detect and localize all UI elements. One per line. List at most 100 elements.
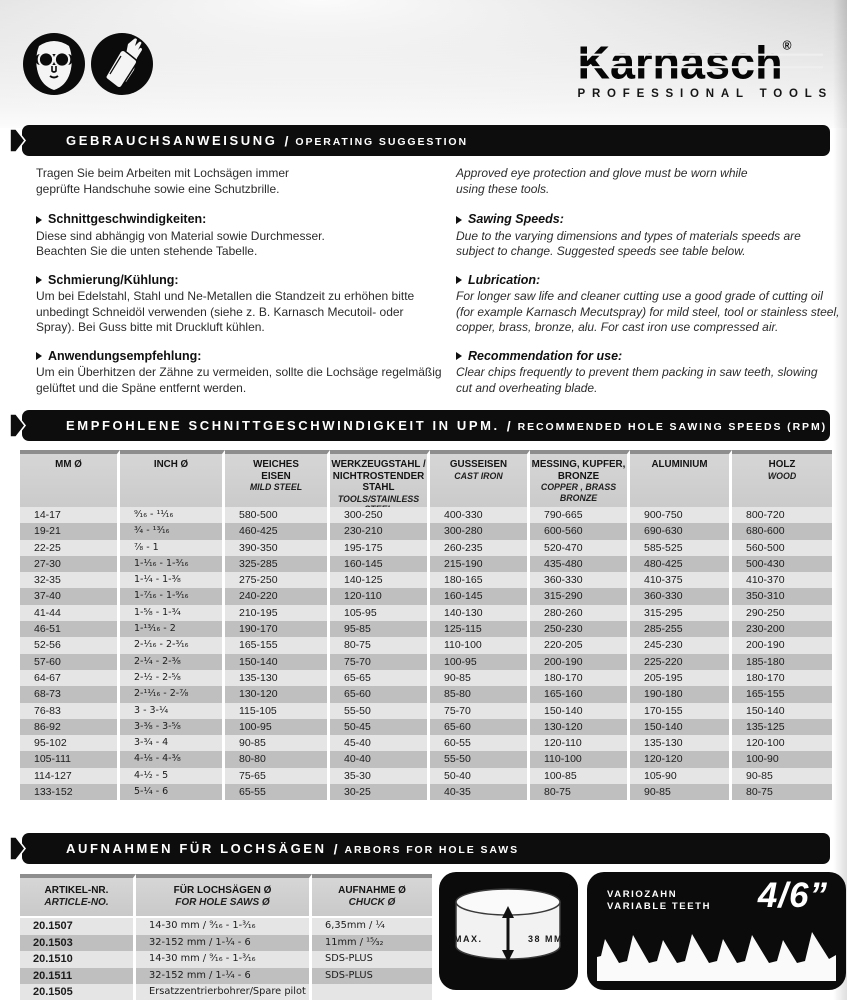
column-header-de: ARTIKEL-NR.	[44, 885, 109, 896]
cell-inch: 2-¹⁄₁₆ - 2-³⁄₁₆	[120, 637, 225, 654]
column-header: ALUMINIUM	[630, 450, 732, 515]
cell-mild-steel: 240-220	[225, 588, 330, 605]
instruction-heading: Schmierung/Kühlung:	[36, 273, 444, 289]
cell-aluminium: 410-375	[630, 572, 732, 589]
column-header-de: ALUMINIUM	[651, 459, 708, 470]
cell-mm: 95-102	[20, 735, 120, 752]
column-header-en: ARTICLE-NO.	[44, 897, 109, 908]
cell-inch: 2-¹⁄₄ - 2-³⁄₈	[120, 653, 225, 670]
cell-mild-steel: 190-170	[225, 621, 330, 638]
table-row: 64-67 2-¹⁄₂ - 2-⁵⁄₈ 135-130 65-65 90-85 …	[20, 669, 832, 687]
cell-mm: 22-25	[20, 539, 120, 556]
cell-tool-steel: 80-75	[330, 637, 430, 654]
cell-inch: 1-⁵⁄₈ - 1-³⁄₄	[120, 604, 225, 622]
table-row: 19-21 ³⁄₄ - ¹³⁄₁₆ 460-425 230-210 300-28…	[20, 523, 832, 540]
cell-mild-steel: 80-80	[225, 751, 330, 768]
cell-mild-steel: 460-425	[225, 523, 330, 540]
cell-inch: 5-¹⁄₄ - 6	[120, 784, 225, 801]
cell-aluminium: 190-180	[630, 686, 732, 703]
column-header-de: WERKZEUGSTAHL / NICHTROSTENDER STAHL	[331, 459, 426, 493]
table-row: 20.1511 32-152 mm / 1-¹⁄₄ - 6 SDS-PLUS	[20, 967, 432, 985]
cell-inch: 3-³⁄₄ - 4	[120, 735, 225, 752]
cell-brass: 80-75	[530, 784, 630, 801]
bullet-triangle-icon	[36, 352, 42, 361]
column-header: ARTIKEL-NR. ARTICLE-NO.	[20, 874, 136, 916]
instruction-block: Recommendation for use: Clear chips freq…	[456, 349, 840, 397]
cell-tool-steel: 160-145	[330, 555, 430, 573]
intro-paragraph: Tragen Sie beim Arbeiten mit Lochsägen i…	[36, 166, 290, 196]
column-header: INCH Ø	[120, 450, 225, 515]
cell-cast-iron: 110-100	[430, 637, 530, 654]
page-edge-shade	[833, 0, 847, 1000]
cell-aluminium: 150-140	[630, 718, 732, 736]
cell-mild-steel: 115-105	[225, 702, 330, 719]
cell-inch: ⁷⁄₈ - 1	[120, 539, 225, 556]
section-title-en: ARBORS FOR HOLE SAWS	[344, 843, 519, 856]
cell-saw-diameter: Ersatzzentrierbohrer/Spare pilot drill	[136, 984, 312, 1000]
cell-aluminium: 585-525	[630, 539, 732, 556]
table-row: 20.1503 32-152 mm / 1-¹⁄₄ - 6 11mm / ¹⁵⁄…	[20, 934, 432, 952]
column-header: MESSING, KUPFER, BRONZE COPPER , BRASS B…	[530, 450, 630, 515]
section-bar-usage: GEBRAUCHSANWEISUNG / OPERATING SUGGESTIO…	[9, 125, 830, 156]
sawtooth-graphic	[597, 932, 836, 981]
cell-article-no: 20.1510	[20, 951, 136, 968]
cell-brass: 130-120	[530, 718, 630, 736]
cell-tool-steel: 230-210	[330, 523, 430, 540]
column-header-en: CAST IRON	[454, 470, 503, 481]
table-row: 105-111 4-¹⁄₈ - 4-³⁄₈ 80-80 40-40 55-50 …	[20, 751, 832, 768]
instruction-body: Diese sind abhängig von Material sowie D…	[36, 228, 325, 259]
cell-mm: 68-73	[20, 686, 120, 703]
cell-chuck-diameter: SDS-PLUS	[312, 951, 432, 968]
logo-slit	[577, 53, 823, 56]
table-row: 20.1505 Ersatzzentrierbohrer/Spare pilot…	[20, 984, 432, 1000]
cell-cast-iron: 65-60	[430, 718, 530, 736]
instruction-body: Due to the varying dimensions and types …	[456, 228, 801, 259]
section-bar-speeds: EMPFOHLENE SCHNITTGESCHWINDIGKEIT IN UPM…	[9, 410, 830, 441]
cell-article-no: 20.1505	[20, 984, 136, 1000]
cell-cast-iron: 180-165	[430, 572, 530, 589]
cell-aluminium: 135-130	[630, 735, 732, 752]
section-title-separator: /	[333, 840, 338, 857]
cell-brass: 150-140	[530, 702, 630, 719]
cell-mm: 52-56	[20, 637, 120, 654]
cell-article-no: 20.1511	[20, 967, 136, 985]
cell-inch: 4-¹⁄₂ - 5	[120, 767, 225, 785]
intro-paragraph: Approved eye protection and glove must b…	[456, 166, 748, 196]
cell-mild-steel: 165-155	[225, 637, 330, 654]
cell-aluminium: 120-120	[630, 751, 732, 768]
cell-mild-steel: 390-350	[225, 539, 330, 556]
cell-brass: 120-110	[530, 735, 630, 752]
cell-cast-iron: 300-280	[430, 523, 530, 540]
cell-aluminium: 205-195	[630, 669, 732, 687]
cell-inch: 1-¹³⁄₁₆ - 2	[120, 621, 225, 638]
cell-inch: 3 - 3-¹⁄₄	[120, 702, 225, 719]
cell-brass: 280-260	[530, 604, 630, 622]
cell-article-no: 20.1507	[20, 918, 136, 935]
cell-cast-iron: 75-70	[430, 702, 530, 719]
section-title-de: AUFNAHMEN FÜR LOCHSÄGEN	[66, 841, 327, 856]
cell-aluminium: 105-90	[630, 767, 732, 785]
variable-teeth-box: VARIOZAHN VARIABLE TEETH 4/6”	[587, 872, 846, 990]
cell-mm: 76-83	[20, 702, 120, 719]
cell-mm: 32-35	[20, 572, 120, 589]
column-header-en: COPPER , BRASS BRONZE	[540, 482, 617, 503]
table-row: 57-60 2-¹⁄₄ - 2-³⁄₈ 150-140 75-70 100-95…	[20, 653, 832, 670]
cell-chuck-diameter: SDS-PLUS	[312, 967, 432, 985]
cell-brass: 220-205	[530, 637, 630, 654]
cell-tool-steel: 300-250	[330, 507, 430, 524]
chevron-right-icon	[9, 413, 27, 443]
cell-wood: 135-125	[732, 718, 832, 736]
cell-inch: 1-¹⁄₄ - 1-³⁄₈	[120, 572, 225, 589]
cell-mm: 114-127	[20, 767, 120, 785]
cell-aluminium: 285-255	[630, 621, 732, 638]
column-header-en: FOR HOLE SAWS Ø	[175, 897, 270, 908]
cell-mild-steel: 130-120	[225, 686, 330, 703]
table-row: 76-83 3 - 3-¹⁄₄ 115-105 55-50 75-70 150-…	[20, 702, 832, 719]
variozahn-label: VARIOZAHN VARIABLE TEETH	[607, 889, 712, 912]
cell-wood: 560-500	[732, 539, 832, 556]
cell-wood: 90-85	[732, 767, 832, 785]
cell-wood: 80-75	[732, 784, 832, 801]
cell-wood: 200-190	[732, 637, 832, 654]
bullet-triangle-icon	[36, 215, 42, 224]
